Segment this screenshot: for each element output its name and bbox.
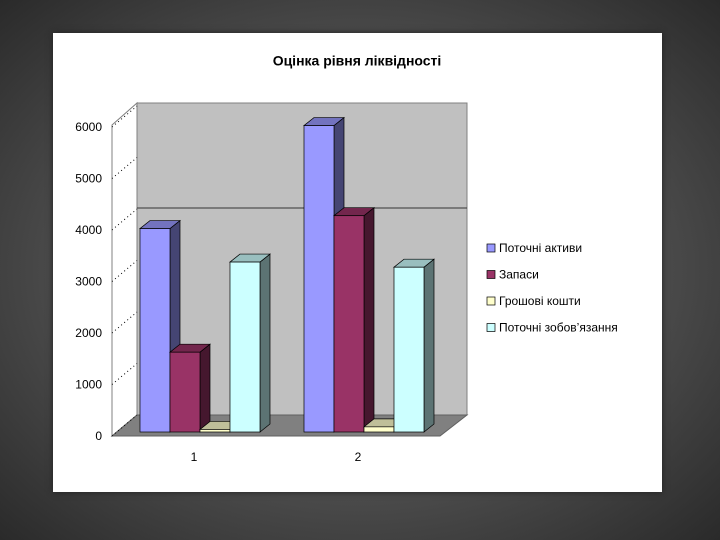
y-tick-label: 3000 [75,275,102,289]
tick-line [111,311,138,334]
legend-swatch [486,243,496,253]
chart-title: Оцінка рівня ліквідності [273,53,442,69]
y-tick-label: 2000 [75,326,102,340]
bar [169,351,201,433]
tick-line [111,157,138,179]
bar [199,429,231,433]
legend-swatch [486,296,496,306]
tick-line [111,363,138,385]
legend-label: Поточні активи [499,241,582,255]
y-tick-label: 6000 [75,120,102,134]
x-tick-label: 2 [355,450,362,464]
legend-swatch [486,270,496,279]
x-tick-label: 1 [191,450,198,464]
y-tick-label: 1000 [75,378,102,392]
bar [333,215,365,433]
y-tick-label: 0 [95,429,102,443]
bar [363,426,395,433]
tick-line [111,105,138,128]
bar-side [363,206,375,433]
bar [229,261,261,433]
y-tick-label: 4000 [75,223,102,237]
bar-side [199,343,211,433]
y-tick-label: 5000 [75,172,102,186]
bar-side [259,253,271,433]
bar [139,228,171,433]
tick-line [111,208,138,231]
legend-label: Поточні зобов’язання [499,321,618,335]
legend-swatch [486,323,496,332]
bar [393,266,425,433]
tick-line [111,260,138,282]
bar [303,125,335,433]
bar-side [423,258,435,433]
legend-label: Запаси [499,268,539,282]
tick-line [111,414,138,437]
legend-label: Грошові кошти [499,294,581,308]
side-wall [111,101,138,438]
